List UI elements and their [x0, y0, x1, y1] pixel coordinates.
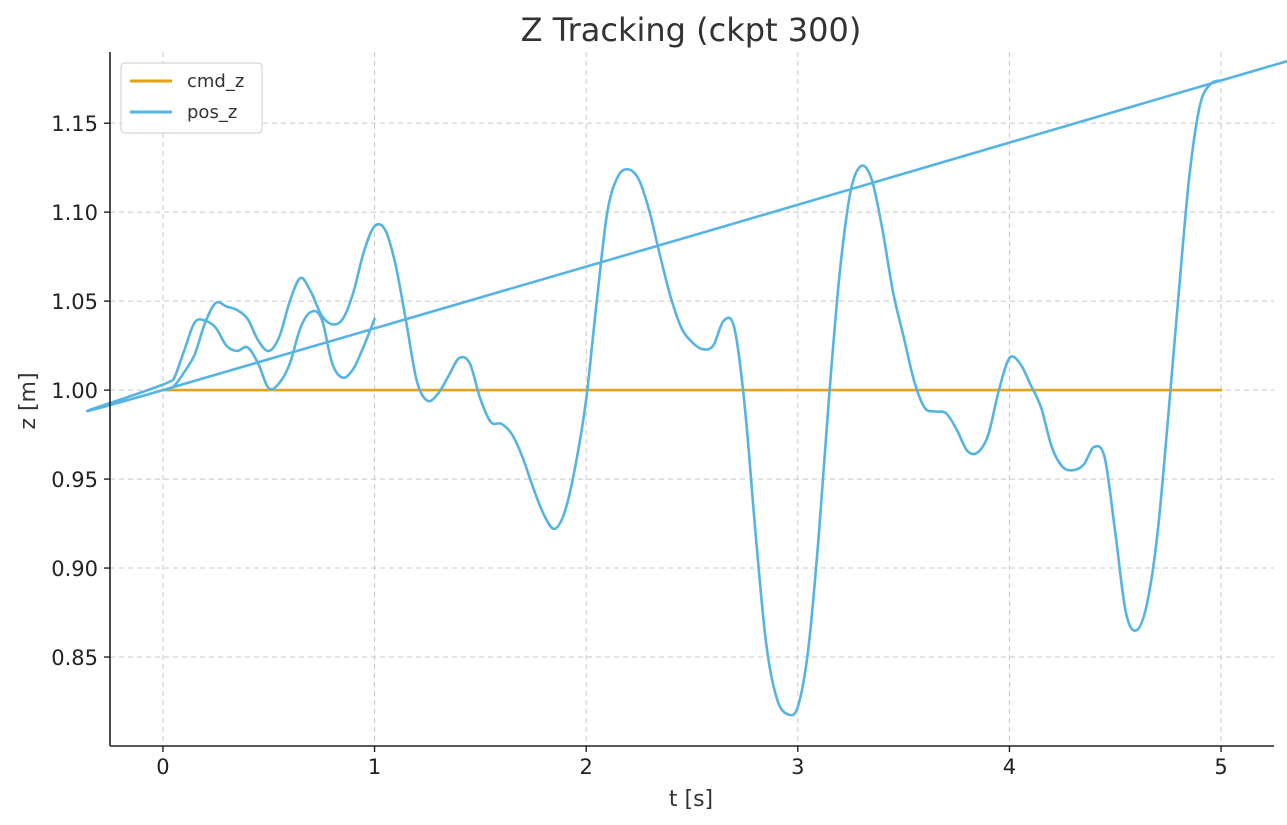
x-tick-label: 4 [1003, 755, 1016, 779]
y-tick-label: 1.15 [51, 112, 98, 136]
x-tick-label: 1 [368, 755, 381, 779]
y-tick-label: 0.95 [51, 468, 98, 492]
grid-lines [110, 52, 1274, 746]
y-tick-label: 1.10 [51, 201, 98, 225]
chart-title: Z Tracking (ckpt 300) [521, 11, 862, 49]
legend-label-cmd-z: cmd_z [187, 71, 244, 92]
x-axis-ticks: 0 1 2 3 4 5 [156, 746, 1228, 779]
legend: cmd_z pos_z [120, 62, 263, 134]
series-line-pos-z [86, 59, 1287, 717]
axes [109, 52, 1274, 747]
x-tick-label: 2 [579, 755, 592, 779]
y-tick-label: 1.00 [51, 379, 98, 403]
x-axis-label: t [s] [669, 787, 713, 812]
x-tick-label: 5 [1214, 755, 1227, 779]
y-tick-label: 0.85 [51, 646, 98, 670]
y-tick-label: 1.05 [51, 290, 98, 314]
y-tick-label: 0.90 [51, 557, 98, 581]
legend-label-pos-z: pos_z [187, 102, 237, 123]
y-axis-label: z [m] [16, 372, 41, 429]
x-tick-label: 0 [156, 755, 169, 779]
x-tick-label: 3 [791, 755, 804, 779]
plot-area [86, 59, 1287, 717]
y-axis-ticks: 0.85 0.90 0.95 1.00 1.05 1.10 1.15 [51, 112, 110, 670]
